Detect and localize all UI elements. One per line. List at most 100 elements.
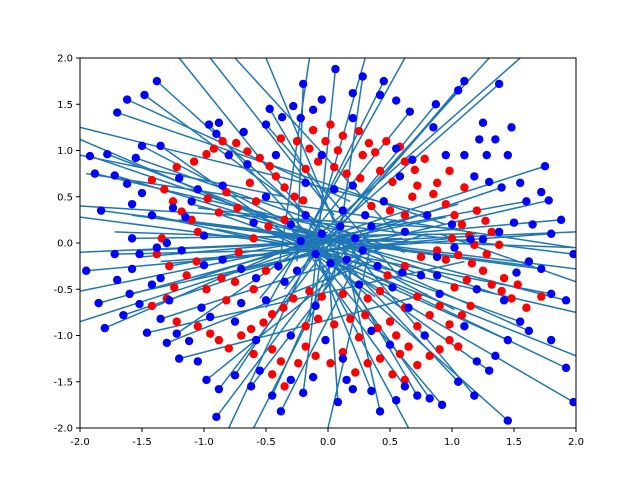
blue-point	[110, 249, 119, 259]
red-point	[392, 331, 401, 340]
red-point	[233, 203, 242, 213]
blue-point	[172, 329, 181, 338]
red-point	[160, 185, 169, 194]
red-point	[382, 137, 391, 146]
blue-point	[524, 326, 534, 336]
red-point	[330, 162, 339, 172]
y-tick-label: -1.0	[53, 331, 73, 342]
blue-point	[336, 222, 345, 231]
red-point	[420, 154, 429, 164]
red-point	[294, 359, 303, 368]
red-point	[290, 192, 299, 201]
red-point	[522, 303, 531, 312]
blue-point	[447, 220, 457, 229]
x-tick-label: 1.5	[506, 437, 522, 448]
red-point	[259, 318, 268, 327]
red-point	[460, 183, 469, 192]
blue-point	[156, 141, 165, 151]
blue-point	[431, 100, 441, 109]
red-point	[429, 189, 438, 199]
red-point	[400, 211, 410, 220]
blue-point	[156, 314, 165, 324]
red-point	[435, 301, 444, 311]
blue-point	[125, 289, 134, 299]
blue-point	[547, 229, 556, 238]
blue-point	[202, 375, 211, 385]
blue-point	[230, 371, 240, 380]
blue-point	[342, 375, 351, 385]
blue-point	[416, 271, 426, 280]
blue-point	[301, 178, 310, 188]
red-point	[494, 240, 504, 250]
blue-point	[392, 144, 401, 153]
red-point	[467, 259, 477, 268]
blue-point	[379, 197, 388, 206]
red-point	[450, 211, 459, 220]
blue-point	[528, 220, 537, 229]
line-segment	[80, 237, 403, 253]
blue-point	[348, 88, 357, 98]
blue-point	[187, 197, 196, 206]
blue-point	[509, 218, 519, 227]
blue-point	[400, 382, 410, 391]
red-point	[454, 342, 463, 351]
red-point	[354, 126, 364, 136]
blue-point	[274, 261, 283, 271]
red-point	[445, 166, 454, 176]
red-point	[363, 359, 372, 368]
blue-point	[478, 118, 488, 127]
blue-point	[485, 177, 494, 187]
red-point	[245, 178, 255, 188]
blue-point	[261, 120, 271, 129]
line-segment	[132, 233, 477, 240]
blue-point	[214, 384, 224, 394]
blue-point	[475, 135, 484, 144]
blue-point	[524, 257, 534, 266]
red-point	[326, 120, 335, 129]
blue-point	[425, 394, 434, 403]
red-point	[413, 292, 422, 301]
red-point	[182, 271, 191, 280]
blue-point	[142, 328, 152, 337]
blue-point	[286, 220, 295, 229]
blue-point	[299, 388, 308, 398]
red-point	[170, 283, 179, 292]
blue-point	[239, 127, 248, 137]
red-point	[361, 310, 370, 320]
line-segment	[302, 237, 509, 422]
line-segment	[86, 237, 453, 272]
blue-point	[516, 178, 525, 188]
line-segment	[215, 251, 341, 418]
blue-point	[348, 113, 357, 123]
blue-point	[96, 206, 106, 215]
blue-point	[482, 150, 491, 160]
line-segment	[141, 145, 455, 311]
red-point	[313, 314, 323, 324]
blue-point	[472, 285, 481, 294]
blue-point	[367, 386, 376, 396]
blue-point	[405, 107, 415, 116]
red-point	[255, 153, 264, 163]
line-segment	[329, 247, 418, 397]
blue-point	[137, 188, 147, 198]
red-point	[268, 345, 277, 354]
red-point	[497, 286, 506, 296]
blue-point	[472, 357, 481, 366]
red-point	[192, 257, 201, 266]
blue-point	[152, 243, 162, 252]
blue-point	[547, 335, 556, 345]
red-point	[301, 322, 310, 331]
red-point	[209, 144, 219, 153]
red-point	[537, 292, 546, 301]
red-point	[375, 354, 385, 363]
blue-point	[261, 192, 271, 201]
blue-point	[218, 255, 227, 264]
blue-point	[408, 155, 417, 164]
blue-point	[361, 211, 370, 220]
red-point	[230, 277, 240, 287]
red-point	[222, 187, 231, 197]
blue-point	[243, 160, 252, 169]
line-segment	[209, 58, 335, 216]
blue-point	[470, 172, 479, 181]
blue-point	[265, 104, 274, 114]
